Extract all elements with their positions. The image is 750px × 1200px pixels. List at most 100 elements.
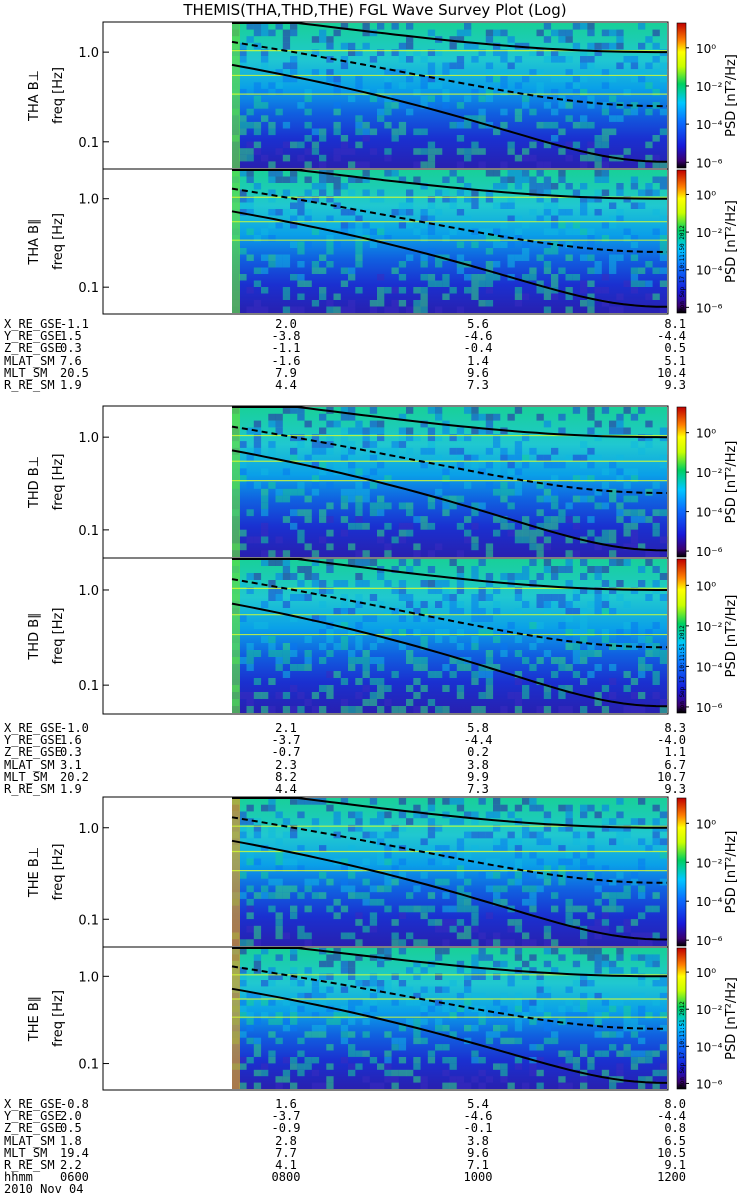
- ephemeris-label: MLAT_SM: [4, 353, 55, 368]
- gyro-curve: [231, 602, 668, 708]
- ephemeris-value: -4.4: [657, 329, 686, 344]
- gyro-curve-dashed: [231, 40, 667, 108]
- ephemeris-value: -0.1: [463, 1121, 493, 1136]
- colorbar-label: PSD [nT²/Hz]: [724, 831, 739, 914]
- ephemeris-row: MLT_SM 20.2 8.2 9.9 10.7: [4, 771, 686, 783]
- gyro-curve-dashed: [231, 578, 668, 649]
- colorbar-tick-label: 10⁰: [696, 188, 716, 202]
- ephemeris-row: X_RE_GSE -1.0 2.1 5.8 8.3: [4, 722, 686, 734]
- ephemeris-value: -4.6: [463, 329, 493, 344]
- ephemeris-row: R_RE_SM 1.9 4.4 7.3 9.3: [4, 379, 686, 391]
- colorbar: [676, 406, 687, 558]
- ephemeris-label: Y_RE_GSE: [4, 1109, 62, 1124]
- ephemeris-label: X_RE_GSE: [4, 721, 62, 735]
- ephemeris-value: -0.7: [271, 745, 301, 760]
- ephemeris-value: 1.8: [60, 1133, 82, 1148]
- colorbar-tick-label: 10⁻⁶: [696, 701, 723, 715]
- colorbar-tick-label: 10⁻⁶: [696, 301, 723, 315]
- ephemeris-label: R_RE_SM: [4, 781, 55, 796]
- ephemeris-value: 1.5: [60, 329, 82, 344]
- gyro-curve-dashed: [231, 425, 668, 494]
- data-start-strip: [232, 559, 240, 713]
- ephemeris-value: 8.2: [275, 769, 297, 784]
- gyro-curve: [232, 947, 667, 978]
- ephemeris-row: X_RE_GSE -1.1 2.0 5.6 8.1: [4, 318, 686, 330]
- colorbar-label: PSD [nT²/Hz]: [724, 54, 739, 137]
- timestamp-stamp: Mon Sep 17 10:11:51 2012: [679, 625, 686, 712]
- ephemeris-row: X_RE_GSE -0.8 1.6 5.4 8.0: [4, 1098, 686, 1110]
- data-start-strip: [232, 407, 240, 557]
- ephemeris-value: -3.7: [271, 1109, 301, 1124]
- ephemeris-value: 0.2: [467, 745, 489, 760]
- colorbar-tick-label: 10⁻²: [696, 226, 723, 240]
- y-tick-label: 0.1: [78, 679, 99, 694]
- component-label: THD B∥: [27, 612, 42, 660]
- colorbar-tick-label: 10⁰: [696, 579, 716, 593]
- ephemeris-value: 0800: [271, 1170, 301, 1185]
- ephemeris-value: 20.2: [60, 769, 89, 784]
- data-start-strip: [232, 798, 240, 946]
- ephemeris-row: R_RE_SM 2.2 4.1 7.1 9.1: [4, 1159, 686, 1171]
- component-label: THD B⊥: [27, 456, 42, 509]
- gyro-curve-dashed: [231, 187, 668, 253]
- ephemeris-value: 9.9: [467, 769, 489, 784]
- gyro-curve: [231, 63, 668, 163]
- ephemeris-row: MLT_SM 20.5 7.9 9.6 10.4: [4, 367, 686, 379]
- ephemeris-label: MLT_SM: [4, 365, 48, 380]
- colorbar-tick-label: 10⁻²: [696, 80, 723, 94]
- gyro-curve-dashed: [231, 816, 667, 884]
- ephemeris-value: 9.6: [467, 365, 489, 380]
- y-tick-label: 0.1: [78, 524, 99, 539]
- spectrogram-panel: 1.0 0.1 THE B⊥ freq [Hz] 10⁰ 10⁻² 10⁻⁴ 10⁻⁶ PSD …: [27, 796, 739, 948]
- ephemeris-value: 10.5: [657, 1145, 686, 1160]
- colorbar-label: PSD [nT²/Hz]: [724, 977, 739, 1060]
- freq-axis-label: freq [Hz]: [51, 608, 66, 665]
- ephemeris-row: MLT_SM 19.4 7.7 9.6 10.5: [4, 1147, 686, 1159]
- ephemeris-label: hhmm: [4, 1170, 33, 1185]
- ephemeris-value: 19.4: [60, 1145, 89, 1160]
- ephemeris-value: 2.1: [275, 721, 297, 735]
- ephemeris-value: 5.8: [467, 721, 489, 735]
- ephemeris-value: 0600: [60, 1170, 89, 1185]
- ephemeris-value: 9.3: [664, 781, 686, 796]
- colorbar-tick-label: 10⁻²: [696, 466, 723, 480]
- ephemeris-value: 0.5: [664, 341, 686, 356]
- ephemeris-value: 8.0: [664, 1097, 686, 1111]
- ephemeris-value: 7.7: [275, 1145, 297, 1160]
- date-label: 2010 Nov 04: [4, 1182, 84, 1196]
- ephemeris-value: 7.1: [467, 1157, 489, 1172]
- data-start-strip: [232, 170, 240, 313]
- gyro-curve: [231, 987, 668, 1084]
- ephemeris-value: 4.4: [275, 781, 297, 796]
- ephemeris-value: 1200: [657, 1170, 686, 1185]
- timestamp-stamp: Mon Sep 17 10:11:51 2012: [679, 1001, 686, 1088]
- ephemeris-value: 7.6: [60, 353, 82, 368]
- colorbar-tick-label: 10⁻⁴: [696, 895, 723, 909]
- ephemeris-row: Y_RE_GSE 1.6 -3.7 -4.4 -4.0: [4, 734, 686, 746]
- ephemeris-row: MLAT_SM 1.8 2.8 3.8 6.5: [4, 1133, 686, 1148]
- ephemeris-value: 5.1: [664, 353, 686, 368]
- ephemeris-value: 3.8: [467, 757, 489, 772]
- ephemeris-value: -4.4: [657, 1109, 686, 1124]
- ephemeris-value: 2.0: [275, 317, 297, 331]
- colorbar-label: PSD [nT²/Hz]: [724, 595, 739, 678]
- ephemeris-row: MLAT_SM 3.1 2.3 3.8 6.7: [4, 757, 686, 772]
- freq-axis-label: freq [Hz]: [51, 844, 66, 901]
- ephemeris-label: Z_RE_GSE: [4, 341, 62, 356]
- colorbar: [676, 947, 687, 1090]
- ephemeris-row: hhmm 0600 0800 1000 1200: [4, 1171, 686, 1183]
- ephemeris-value: 1.9: [60, 377, 82, 392]
- ephemeris-row: MLAT_SM 7.6 -1.6 1.4 5.1: [4, 353, 686, 368]
- ephemeris-value: 10.4: [657, 365, 686, 380]
- spectrogram-speckle: [232, 559, 668, 713]
- spectrogram-speckle: [232, 407, 668, 557]
- ephemeris-value: -0.9: [271, 1121, 301, 1136]
- colorbar-tick-label: 10⁰: [696, 966, 716, 980]
- timestamp-stamp: Mon Sep 17 10:11:50 2012: [679, 225, 686, 312]
- ephemeris-table: X_RE_GSE -1.0 2.1 5.8 8.3 Y_RE_GSE 1.6 -3.7 -4.4…: [4, 722, 686, 795]
- gyro-curve: [232, 169, 667, 200]
- ephemeris-row: R_RE_SM 1.9 4.4 7.3 9.3: [4, 783, 686, 795]
- ephemeris-value: 7.3: [467, 781, 489, 796]
- ephemeris-value: 0.3: [60, 341, 82, 356]
- colorbar-tick-label: 10⁻²: [696, 856, 723, 870]
